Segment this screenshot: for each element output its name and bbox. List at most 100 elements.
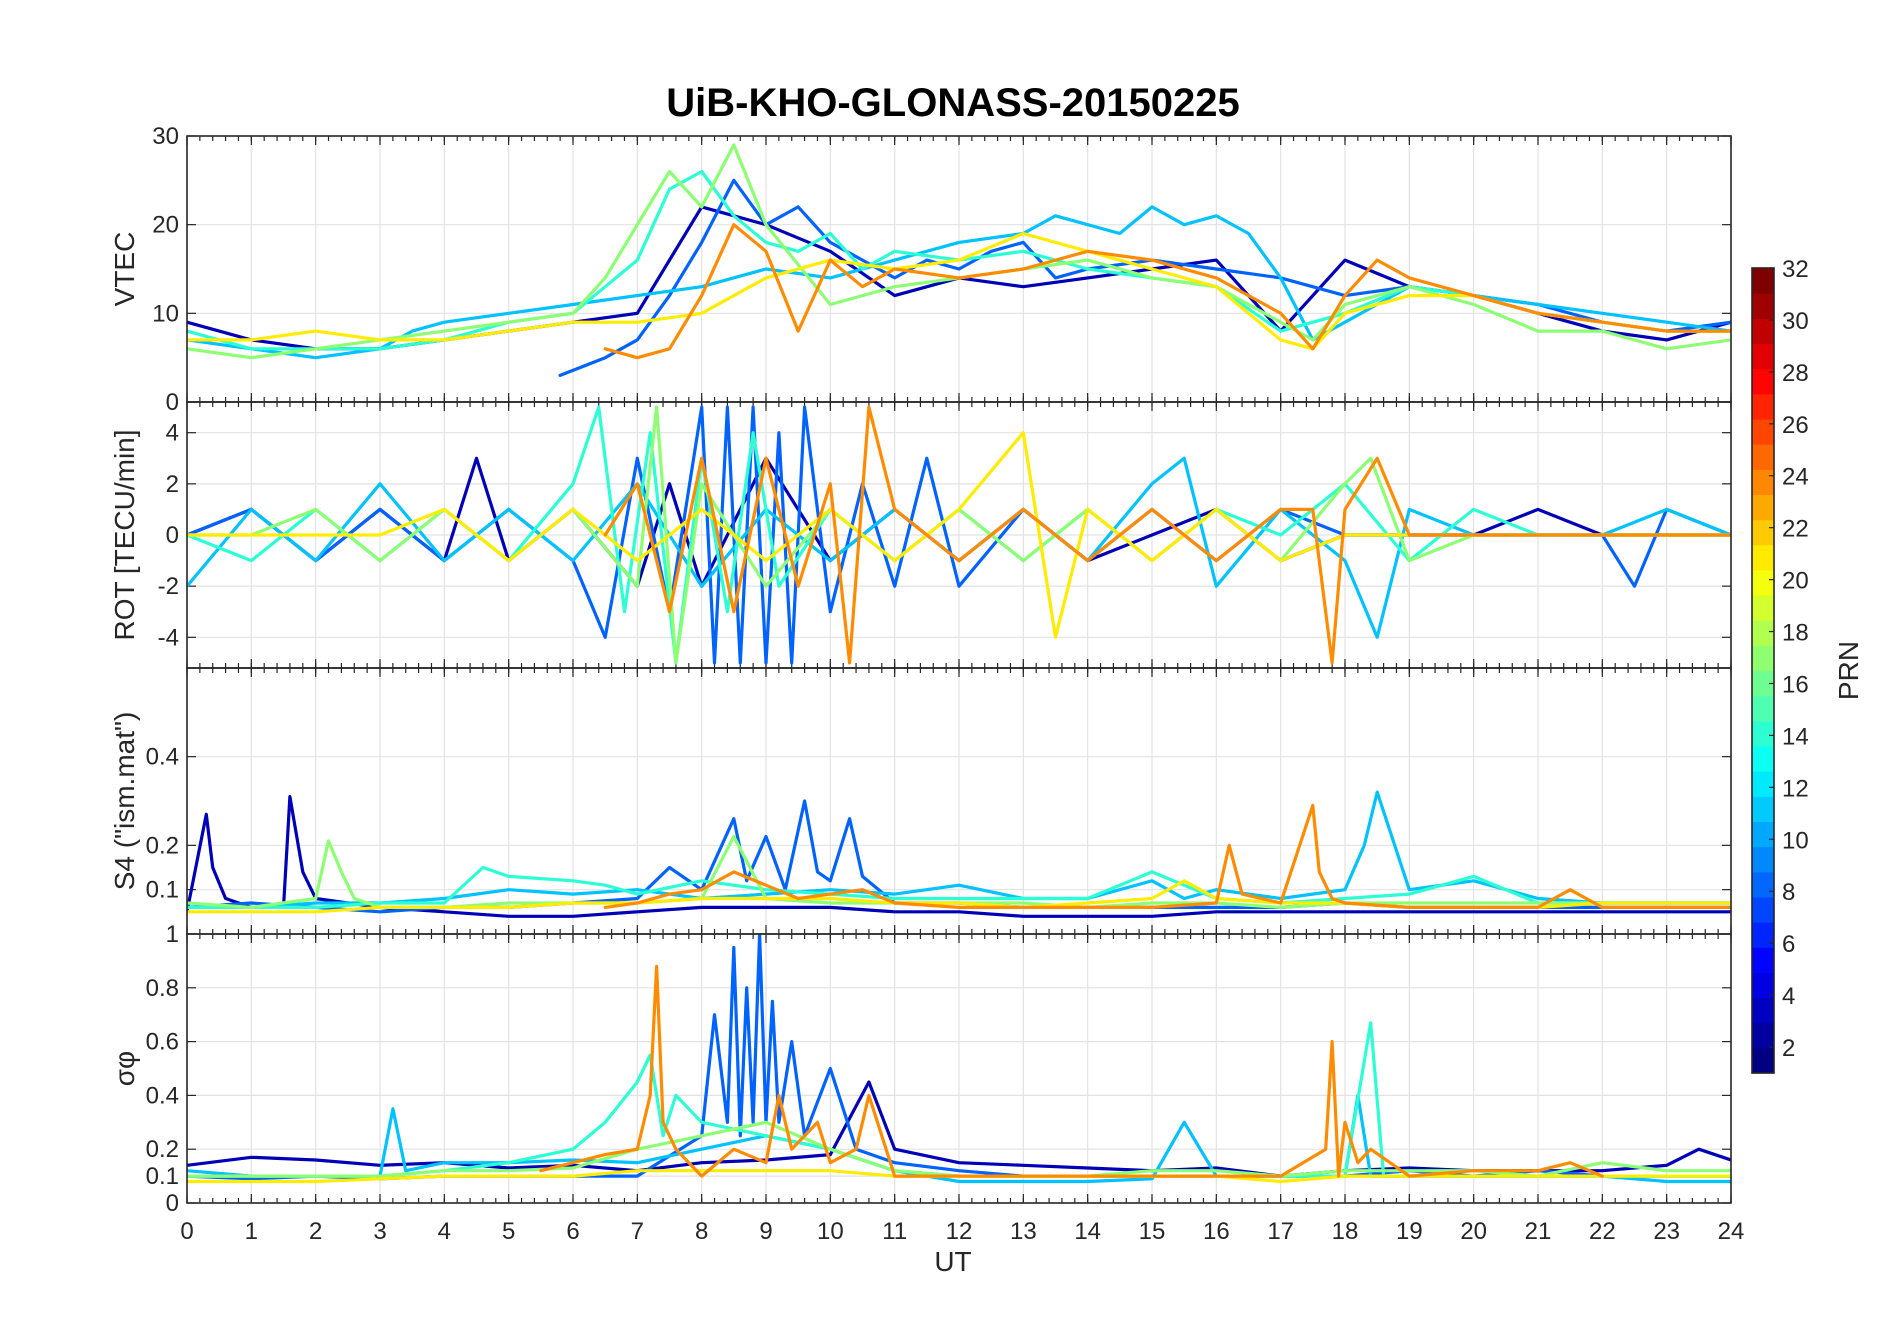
colorbar-tick-label: 14: [1782, 723, 1809, 750]
colorbar-segment: [1752, 896, 1774, 923]
colorbar-segment: [1752, 821, 1774, 848]
colorbar-segment: [1752, 972, 1774, 999]
chart-title: UiB-KHO-GLONASS-20150225: [666, 81, 1240, 125]
x-tick-label: 19: [1396, 1218, 1423, 1245]
panel-2: -4 -2 0 2 4 ROT [TECU/min]: [109, 401, 1732, 669]
series-line-prn-23: [603, 223, 1731, 360]
colorbar-segment: [1752, 871, 1774, 898]
y-tick-label: -4: [158, 624, 179, 651]
colorbar-segment: [1752, 947, 1774, 973]
x-tick-label: 1: [245, 1218, 258, 1245]
y-tick-label: 0.1: [146, 877, 179, 904]
series-line-prn-23: [603, 803, 1731, 909]
y-tick-label: 0.6: [146, 1029, 179, 1056]
y-tick-label: 0.2: [146, 832, 179, 859]
colorbar-segment: [1752, 771, 1774, 797]
y-tick-label: 0.4: [146, 744, 179, 771]
colorbar-segment: [1752, 997, 1774, 1024]
x-tick-label: 24: [1718, 1218, 1745, 1245]
colorbar-segment: [1752, 922, 1774, 948]
x-tick-label: 11: [882, 1218, 907, 1245]
y-tick-label: 10: [152, 300, 179, 327]
y-tick-label: 0: [166, 522, 179, 549]
x-tick-label: 7: [631, 1218, 644, 1245]
x-tick-label: 8: [695, 1218, 708, 1245]
series-group: [187, 790, 1731, 918]
y-tick-label: 2: [166, 471, 179, 498]
y-tick-label: 0.1: [146, 1163, 179, 1190]
x-axis-label: UT: [934, 1246, 971, 1277]
colorbar-tick-label: 12: [1782, 775, 1809, 802]
x-tick-label: 21: [1525, 1218, 1552, 1245]
y-tick-label: 0.4: [146, 1082, 179, 1109]
x-tick-label: 14: [1074, 1218, 1101, 1245]
x-tick-label: 13: [1010, 1218, 1037, 1245]
series-line-prn-20: [187, 231, 1731, 351]
colorbar-segment: [1752, 318, 1774, 345]
x-tick-label: 12: [946, 1218, 973, 1245]
colorbar-tick-label: 2: [1782, 1035, 1795, 1062]
colorbar-segment: [1752, 444, 1774, 470]
x-tick-label: 10: [817, 1218, 844, 1245]
y-axis-label: ROT [TECU/min]: [109, 429, 140, 640]
colorbar-frame: [1751, 267, 1775, 1074]
colorbar-segment: [1752, 1047, 1774, 1074]
panel-3: 0.1 0.2 0.4S4 ("ism.mat"): [109, 667, 1732, 935]
colorbar-segment: [1752, 695, 1774, 722]
colorbar-segment: [1752, 1022, 1774, 1049]
colorbar-tick-label: 16: [1782, 671, 1809, 698]
series-line-prn-16: [187, 865, 1731, 909]
panel-1: 0 10 20 30 VTEC: [109, 123, 1732, 416]
colorbar-segment: [1752, 469, 1774, 496]
y-axis-label: σφ: [109, 1051, 140, 1086]
colorbar-segment: [1752, 494, 1774, 521]
x-tick-label: 18: [1332, 1218, 1359, 1245]
colorbar-segment: [1752, 393, 1774, 420]
y-tick-label: 4: [166, 420, 179, 447]
x-tick-label: 3: [373, 1218, 386, 1245]
x-tick-label: 0: [180, 1218, 193, 1245]
x-tick-label: 9: [759, 1218, 772, 1245]
x-tick-label: 5: [502, 1218, 515, 1245]
colorbar-label: PRN: [1833, 641, 1864, 700]
series-line-prn-23: [539, 964, 1604, 1178]
x-tick-label: 22: [1589, 1218, 1616, 1245]
x-tick-label: 20: [1460, 1218, 1487, 1245]
colorbar-tick-label: 10: [1782, 827, 1809, 854]
colorbar-tick-label: 28: [1782, 360, 1809, 387]
y-axis-label: S4 ("ism.mat"): [109, 712, 140, 891]
series-group: [187, 934, 1731, 1184]
x-tick-label: 17: [1267, 1218, 1294, 1245]
x-tick-label: 4: [438, 1218, 451, 1245]
colorbar-segment: [1752, 670, 1774, 697]
y-tick-label: 0: [166, 1190, 179, 1217]
colorbar-segment: [1752, 569, 1774, 596]
series-line-prn-18: [187, 834, 1731, 909]
colorbar-segment: [1752, 595, 1774, 621]
y-tick-label: 30: [152, 123, 179, 150]
colorbar-tick-label: 32: [1782, 256, 1809, 283]
x-tick-label: 2: [309, 1218, 322, 1245]
x-tick-label: 6: [566, 1218, 579, 1245]
colorbar-tick-label: 4: [1782, 983, 1795, 1010]
colorbar-segment: [1752, 645, 1774, 672]
y-axis-label: VTEC: [109, 232, 140, 307]
colorbar-segment: [1752, 293, 1774, 319]
series-group: [187, 405, 1731, 665]
axes-frame: [186, 933, 1732, 1204]
series-line-prn-23: [603, 405, 1731, 665]
colorbar-tick-label: 18: [1782, 620, 1809, 647]
colorbar-tick-label: 26: [1782, 412, 1809, 439]
colorbar-tick-label: 30: [1782, 308, 1809, 335]
x-tick-label: 16: [1203, 1218, 1230, 1245]
colorbar-tick-label: 20: [1782, 568, 1809, 595]
y-tick-label: 20: [152, 212, 179, 239]
colorbar-segment: [1752, 519, 1774, 546]
y-tick-label: 0.2: [146, 1136, 179, 1163]
colorbar-segment: [1752, 418, 1774, 445]
x-tick-label: 15: [1139, 1218, 1166, 1245]
colorbar-segment: [1752, 745, 1774, 772]
